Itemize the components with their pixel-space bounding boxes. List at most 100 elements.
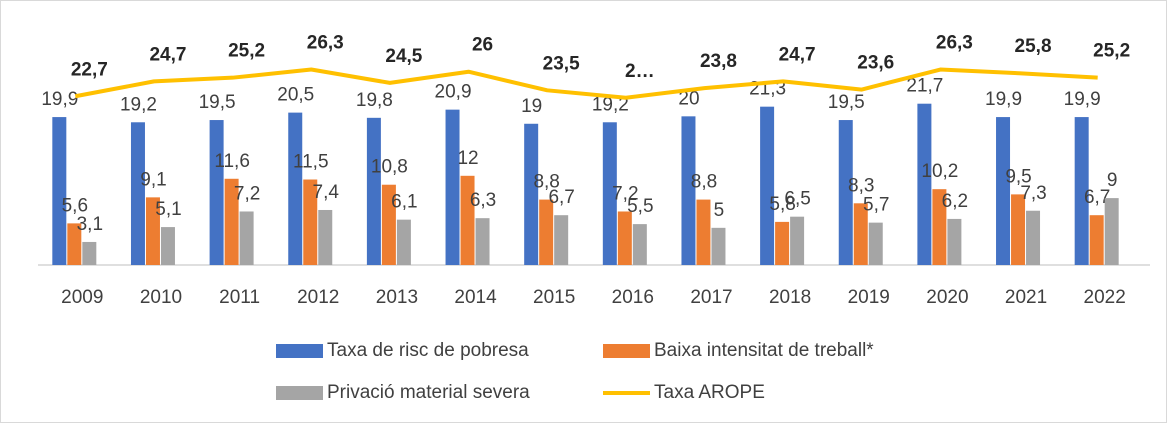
data-label: 25,8	[1015, 36, 1052, 57]
bar	[460, 175, 475, 265]
bar	[1089, 215, 1104, 265]
bar	[1011, 194, 1026, 265]
legend-swatch	[276, 344, 323, 358]
data-label: 19,2	[120, 94, 157, 115]
bar	[996, 117, 1011, 266]
data-label: 26	[472, 35, 493, 56]
bar	[209, 120, 224, 265]
data-label: 25,2	[228, 41, 265, 62]
data-label: 19,2	[592, 94, 629, 115]
data-label: 6,5	[784, 189, 810, 210]
data-label: 23,8	[700, 51, 737, 72]
bar	[932, 189, 947, 265]
bar	[445, 109, 460, 265]
data-label: 11,6	[214, 151, 250, 172]
bar	[145, 197, 160, 265]
legend-label: Taxa de risc de pobresa	[327, 340, 529, 361]
bar	[760, 106, 775, 265]
data-label: 5,1	[155, 199, 181, 220]
data-label: 24,7	[779, 44, 816, 65]
bar	[917, 103, 932, 266]
data-label: 5,5	[627, 196, 653, 217]
data-label: 5	[714, 200, 725, 221]
data-label: 19,9	[41, 89, 78, 110]
bar	[681, 116, 696, 265]
bar	[1104, 198, 1119, 265]
x-tick-label: 2021	[1005, 287, 1047, 308]
data-label: 26,3	[936, 33, 973, 54]
line	[74, 67, 1098, 100]
bar	[160, 227, 175, 265]
bar	[475, 218, 490, 265]
legend-label: Taxa AROPE	[654, 382, 765, 403]
bar	[288, 112, 303, 265]
data-label: 3,1	[77, 214, 103, 235]
data-label: 23,5	[543, 53, 580, 74]
data-label: 6,7	[1084, 187, 1110, 208]
data-label: 7,3	[1020, 183, 1046, 204]
bar	[617, 211, 632, 265]
bar	[868, 222, 883, 265]
bar	[602, 122, 617, 265]
x-tick-label: 2014	[454, 287, 497, 308]
data-label: 19	[521, 96, 542, 117]
data-label: 9,5	[1005, 166, 1031, 187]
x-tick-label: 2010	[140, 287, 182, 308]
bar	[838, 120, 853, 265]
data-label: 12	[457, 148, 478, 169]
data-label: 20,9	[435, 82, 472, 103]
x-tick-label: 2020	[926, 287, 968, 308]
data-label: 20	[678, 88, 699, 109]
data-label: 6,2	[942, 191, 968, 212]
bar	[82, 241, 97, 265]
x-tick-label: 2022	[1084, 287, 1126, 308]
data-label: 6,1	[391, 192, 417, 213]
bar	[52, 117, 67, 266]
x-tick-label: 2012	[297, 287, 339, 308]
data-label: 22,7	[71, 59, 108, 80]
bar	[632, 224, 647, 265]
bar	[67, 223, 82, 265]
bar	[947, 218, 962, 265]
data-label: 9	[1107, 170, 1118, 191]
data-label: 19,8	[356, 90, 393, 111]
bar	[224, 178, 239, 265]
bar	[539, 199, 554, 265]
bar	[790, 216, 805, 265]
data-label: 5,6	[62, 195, 88, 216]
data-label: 25,2	[1093, 41, 1130, 62]
x-tick-label: 2019	[848, 287, 890, 308]
data-label: 19,9	[985, 89, 1022, 110]
data-label: 6,7	[548, 187, 574, 208]
bar	[696, 199, 711, 265]
x-tick-label: 2018	[769, 287, 811, 308]
data-label: 5,8	[769, 194, 795, 215]
bar	[130, 122, 145, 265]
x-tick-label: 2016	[612, 287, 654, 308]
data-label: 21,7	[906, 76, 943, 97]
data-label: 7,4	[313, 182, 340, 203]
bar	[318, 209, 333, 265]
x-tick-label: 2013	[376, 287, 418, 308]
data-label: 8,8	[691, 172, 717, 193]
x-tick-label: 2011	[219, 287, 260, 308]
x-tick-label: 2017	[690, 287, 732, 308]
bar	[396, 219, 411, 265]
data-label: 19,5	[199, 92, 236, 113]
data-label: 26,3	[307, 33, 344, 54]
data-label: 7,2	[612, 183, 638, 204]
data-label: 9,1	[140, 169, 166, 190]
bar	[366, 117, 381, 265]
x-tick-label: 2015	[533, 287, 575, 308]
bar	[381, 184, 396, 265]
data-label: 11,5	[293, 152, 329, 173]
data-label: 7,2	[234, 183, 260, 204]
data-label: 24,7	[149, 44, 186, 65]
data-label: 23,6	[857, 53, 894, 74]
data-label: 10,8	[371, 157, 408, 178]
bar	[853, 203, 868, 265]
data-label: 2…	[625, 61, 655, 82]
data-label: 8,8	[533, 172, 559, 193]
data-label: 24,5	[385, 46, 422, 67]
